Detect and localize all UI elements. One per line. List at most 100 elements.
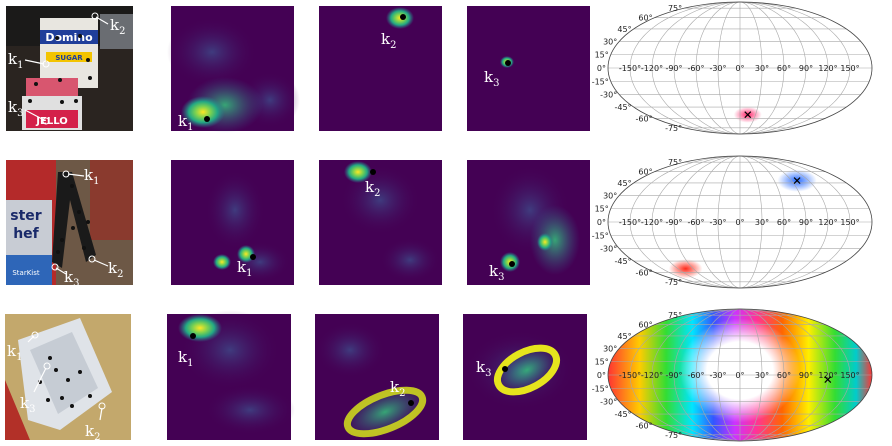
- lon-tick-label: 30°: [755, 218, 769, 227]
- heatmap-row-1-k3: [467, 6, 590, 131]
- lat-tick-label: -30°: [600, 398, 617, 407]
- keypoint-marker: [250, 254, 256, 260]
- photo-text: hef: [13, 226, 39, 242]
- lat-tick-label: 75°: [668, 158, 682, 167]
- photo-row-3: [5, 314, 131, 440]
- lat-tick-label: 45°: [617, 332, 631, 341]
- photo-text: Domino: [45, 31, 93, 44]
- lat-tick-label: 60°: [638, 168, 652, 177]
- photo-row-2: ster hef StarKist: [6, 160, 133, 285]
- keypoint-dots-row-1: [28, 34, 92, 104]
- sphere-row-2: -150° -120° -90° -60° -30° 0° 30° 60° 90° 120° 150…: [592, 155, 873, 289]
- lat-tick-label: -75°: [665, 124, 682, 133]
- lat-tick-label: -60°: [636, 268, 653, 277]
- lat-tick-label: 15°: [595, 50, 609, 59]
- heatmap-row-1-k1: [167, 6, 300, 133]
- keypoint-letter: k: [390, 378, 400, 396]
- heatmap-row-2-k2: [319, 160, 442, 285]
- sphere-outline: [607, 155, 873, 289]
- lon-tick-label: 60°: [777, 64, 791, 73]
- keypoint-label: k2: [110, 16, 125, 37]
- photo-text: JELLO: [35, 116, 67, 127]
- keypoint-marker: [408, 400, 414, 406]
- lat-tick-label: 30°: [603, 191, 617, 200]
- lat-tick-label: -45°: [615, 257, 632, 266]
- lat-tick-label: 60°: [638, 321, 652, 330]
- lat-tick-label: 45°: [617, 25, 631, 34]
- keypoint-letter: k: [237, 258, 247, 276]
- lon-tick-label: -30°: [709, 218, 726, 227]
- photo-labels-row-3: [27, 331, 106, 421]
- lat-tick-label: 0°: [597, 218, 606, 227]
- keypoint-label: k3: [64, 268, 79, 289]
- keypoint-subscript: 2: [399, 388, 405, 399]
- lon-tick-label: 150°: [840, 218, 859, 227]
- lon-tick-label: 120°: [818, 64, 837, 73]
- lon-tick-label: 30°: [755, 371, 769, 380]
- keypoint-marker: [370, 169, 376, 175]
- keypoint-label: k2: [365, 178, 380, 199]
- keypoint-label: k1: [178, 112, 193, 133]
- lat-tick-label: -15°: [592, 232, 609, 241]
- lon-tick-label: 90°: [799, 371, 813, 380]
- keypoint-subscript: 2: [119, 26, 125, 37]
- keypoint-label: k3: [484, 68, 499, 89]
- keypoint-label: k2: [108, 259, 123, 280]
- lat-tick-label: 15°: [595, 357, 609, 366]
- row-1: Domino SUGAR JELLO: [6, 6, 590, 133]
- sphere-row-1: -150° -120° -90° -60° -30° 0° 30° 60° 90° 120° 150…: [592, 1, 873, 135]
- photo-row-1: Domino SUGAR JELLO: [6, 6, 133, 131]
- keypoint-label: k1: [237, 258, 252, 279]
- keypoint-subscript: 3: [73, 278, 79, 289]
- photo-labels-row-2: [51, 170, 109, 275]
- lon-tick-label: -150°: [619, 64, 641, 73]
- keypoint-marker: [190, 333, 196, 339]
- lat-tick-label: -45°: [615, 410, 632, 419]
- keypoint-subscript: 2: [390, 40, 396, 51]
- heatmap-row-2-k1: [171, 160, 294, 285]
- sphere-plots: -150° -120° -90° -60° -30° 0° 30° 60° 90° 120° 150…: [592, 1, 873, 442]
- keypoint-subscript: 1: [16, 352, 22, 363]
- lon-tick-label: -120°: [641, 371, 663, 380]
- sphere-row-3: -150° -120° -90° -60° -30° 0° 30° 60° 90° 120° 150…: [592, 308, 873, 442]
- lat-tick-label: -45°: [615, 103, 632, 112]
- lon-tick-label: -60°: [687, 64, 704, 73]
- keypoint-subscript: 1: [187, 358, 193, 369]
- lon-tick-label: -90°: [665, 218, 682, 227]
- keypoint-label: k1: [8, 50, 23, 71]
- keypoint-subscript: 1: [93, 176, 99, 187]
- sphere-marker-x: [744, 111, 752, 119]
- lon-tick-label: 150°: [840, 371, 859, 380]
- keypoint-subscript: 1: [17, 60, 23, 71]
- sphere-marker-x: [793, 177, 801, 184]
- keypoint-subscript: 3: [498, 272, 504, 283]
- photo-labels-row-1: [24, 12, 109, 125]
- heatmap-row-3-k3: [463, 314, 587, 440]
- lon-tick-label: 0°: [735, 218, 744, 227]
- lon-tick-label: 150°: [840, 64, 859, 73]
- lon-tick-label: -60°: [687, 371, 704, 380]
- keypoint-subscript: 3: [493, 78, 499, 89]
- lon-tick-label: 90°: [799, 64, 813, 73]
- keypoint-subscript: 3: [485, 368, 491, 379]
- lon-tick-label: 0°: [735, 64, 744, 73]
- keypoint-letter: k: [8, 98, 18, 116]
- keypoint-label: k3: [20, 394, 35, 415]
- keypoint-label: k1: [178, 348, 193, 369]
- keypoint-label: k3: [476, 358, 491, 379]
- heatmap-row-3-k1: [167, 310, 295, 440]
- keypoint-label: k1: [84, 166, 99, 187]
- lon-tick-label: -120°: [641, 218, 663, 227]
- keypoint-letter: k: [484, 68, 494, 86]
- lon-tick-label: 60°: [777, 371, 791, 380]
- lat-tick-label: -15°: [592, 78, 609, 87]
- keypoint-subscript: 3: [29, 404, 35, 415]
- keypoint-label: k2: [390, 378, 405, 399]
- sphere-density-blob: [668, 259, 703, 279]
- keypoint-label: k2: [381, 30, 396, 51]
- keypoint-subscript: 1: [187, 122, 193, 133]
- keypoint-dots-row-3: [38, 356, 92, 408]
